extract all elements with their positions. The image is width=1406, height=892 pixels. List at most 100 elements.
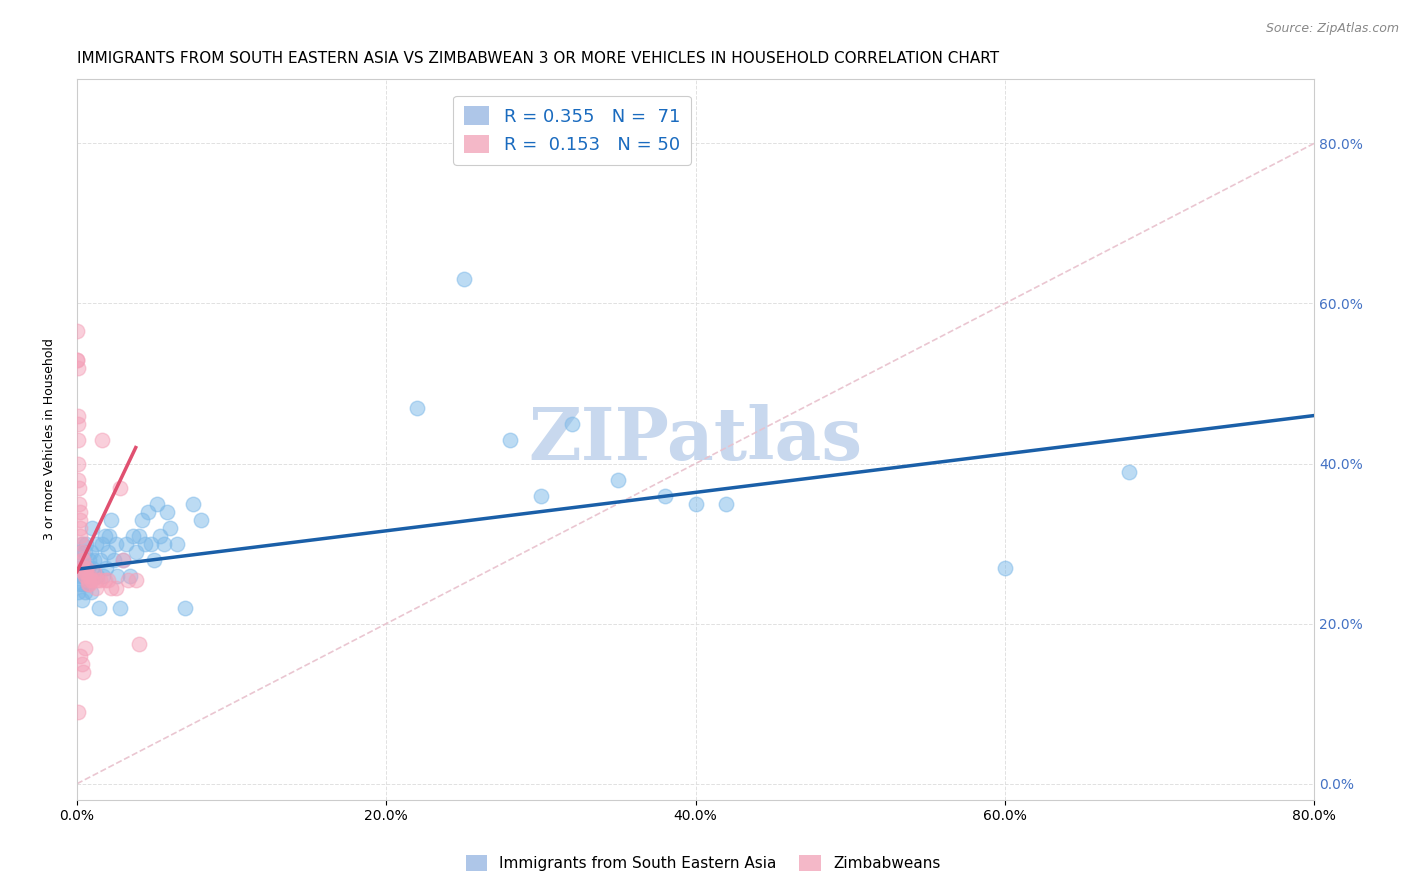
Point [79, 568, 101, 582]
Point [73, 560, 96, 574]
Point [100, 513, 122, 527]
Point [73, 640, 96, 655]
Point [98, 528, 121, 542]
Point [159, 520, 181, 534]
Point [67, 497, 90, 511]
Point [69, 576, 91, 591]
Point [73, 568, 96, 582]
Point [152, 536, 174, 550]
Point [67, 473, 90, 487]
Point [146, 497, 169, 511]
Point [104, 536, 127, 550]
Point [94, 573, 117, 587]
Point [79, 552, 101, 566]
Point [69, 568, 91, 582]
Point [66, 409, 89, 423]
Point [72, 552, 94, 566]
Point [141, 536, 163, 550]
Point [97, 544, 120, 558]
Point [1118, 465, 1140, 479]
Point [73, 544, 96, 558]
Point [70, 544, 93, 558]
Point [561, 417, 583, 431]
Point [91, 568, 114, 582]
Point [94, 528, 117, 542]
Point [66, 325, 89, 339]
Point [190, 513, 212, 527]
Point [73, 584, 96, 599]
Point [72, 568, 94, 582]
Point [79, 576, 101, 591]
Point [67, 560, 90, 574]
Point [128, 528, 150, 542]
Point [90, 536, 112, 550]
Point [84, 536, 107, 550]
Text: ZIPatlas: ZIPatlas [529, 404, 863, 475]
Point [134, 536, 156, 550]
Point [69, 505, 91, 519]
Point [156, 505, 179, 519]
Point [994, 560, 1017, 574]
Point [75, 568, 97, 582]
Point [67, 584, 90, 599]
Point [121, 528, 143, 542]
Point [97, 573, 120, 587]
Point [86, 573, 108, 587]
Point [166, 536, 188, 550]
Point [72, 665, 94, 679]
Point [73, 565, 96, 579]
Point [117, 573, 139, 587]
Point [654, 489, 676, 503]
Point [110, 481, 132, 495]
Point [499, 433, 522, 447]
Legend: Immigrants from South Eastern Asia, Zimbabweans: Immigrants from South Eastern Asia, Zimb… [460, 849, 946, 877]
Point [72, 552, 94, 566]
Point [128, 637, 150, 651]
Point [125, 573, 148, 587]
Point [80, 584, 103, 599]
Point [70, 536, 93, 550]
Point [80, 544, 103, 558]
Point [67, 433, 90, 447]
Point [131, 513, 153, 527]
Point [70, 536, 93, 550]
Point [83, 565, 105, 579]
Point [70, 552, 93, 566]
Point [110, 600, 132, 615]
Point [69, 528, 91, 542]
Point [607, 473, 630, 487]
Point [76, 576, 98, 591]
Point [79, 568, 101, 582]
Point [76, 576, 98, 591]
Point [125, 544, 148, 558]
Point [75, 560, 97, 574]
Point [66, 360, 89, 375]
Point [112, 552, 135, 566]
Point [70, 657, 93, 671]
Point [82, 573, 104, 587]
Point [66, 352, 89, 367]
Point [87, 600, 110, 615]
Legend: R = 0.355   N =  71, R =  0.153   N = 50: R = 0.355 N = 71, R = 0.153 N = 50 [453, 95, 690, 165]
Point [69, 544, 91, 558]
Point [76, 560, 98, 574]
Point [86, 568, 108, 582]
Point [174, 600, 197, 615]
Point [84, 581, 107, 595]
Point [82, 520, 104, 534]
Point [90, 433, 112, 447]
Point [67, 417, 90, 431]
Point [75, 536, 97, 550]
Point [716, 497, 738, 511]
Point [70, 560, 93, 574]
Point [685, 497, 707, 511]
Point [75, 565, 97, 579]
Point [72, 565, 94, 579]
Point [104, 581, 127, 595]
Point [69, 520, 91, 534]
Point [136, 505, 159, 519]
Point [89, 552, 111, 566]
Point [112, 552, 135, 566]
Point [89, 573, 111, 587]
Point [72, 560, 94, 574]
